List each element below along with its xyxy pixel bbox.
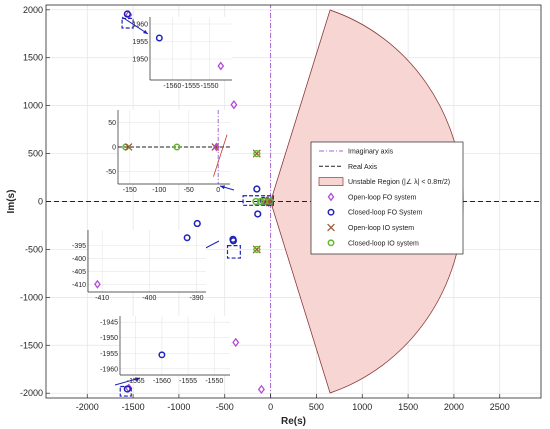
x-tick-label: -500 (216, 402, 234, 412)
y-tick-label: 1500 (23, 53, 43, 63)
zoom-arrowhead (135, 377, 140, 382)
legend-label: Closed-loop FO System (348, 210, 422, 217)
closed-loop-fo-system-point (193, 219, 201, 228)
y-tick-label: -2000 (20, 388, 43, 398)
x-tick-label: -2000 (76, 402, 99, 412)
legend-swatch-region (318, 177, 344, 186)
x-tick-label: 2500 (490, 402, 510, 412)
inset-y-tick-label: 1960 (132, 22, 148, 29)
inset-y-tick-label: 50 (108, 120, 116, 127)
legend-swatch-marker (327, 208, 335, 216)
y-axis-label: Im(s) (6, 190, 17, 214)
legend-box (310, 141, 464, 255)
inset-closed-loop-fo-system-point (155, 34, 163, 42)
y-tick-label: 2000 (23, 5, 43, 15)
closed-loop-fo-system-point (229, 237, 237, 245)
legend-label: Open-loop FO system (348, 194, 417, 201)
zoom-arrowhead (143, 29, 148, 34)
inset-y-tick-label: -395 (72, 243, 86, 250)
zoom-arrowhead (220, 185, 225, 190)
y-tick-label: 0 (38, 197, 43, 207)
inset-x-tick-label: -1560 (163, 83, 181, 90)
inset-y-tick-label: -1955 (100, 351, 118, 358)
zoom-box (242, 195, 274, 206)
legend-label: Real Axis (348, 164, 378, 171)
inset-x-tick-label: -1555 (182, 83, 200, 90)
legend-label: Unstable Region (|∠ λ| < 0.8π/2) (348, 178, 450, 186)
inset-y-tick-label: 1950 (132, 57, 148, 64)
inset-x-tick-label: 0 (216, 187, 220, 194)
inset-x-tick-label: -390 (190, 295, 204, 302)
legend: Imaginary axis Real Axis Unstable Region (… (310, 141, 464, 255)
x-tick-label: -1500 (122, 402, 145, 412)
inset-y-tick-label: -1950 (100, 335, 118, 342)
legend-label: Closed-loop IO system (348, 240, 419, 247)
inset-open-loop-io-system-point (124, 143, 133, 151)
closed-loop-io-system-point (252, 197, 260, 206)
inset-x-tick-label: -50 (184, 187, 194, 194)
closed-loop-fo-system-point (254, 210, 262, 218)
inset-x-tick-label: -410 (95, 295, 109, 302)
y-tick-label: 1000 (23, 101, 43, 111)
x-axis-label: Re(s) (281, 416, 306, 427)
zoom-arrow (121, 16, 149, 35)
x-tick-label: 0 (268, 402, 273, 412)
inset-axes: -410 -400 -390 -395 -400 -405 -410 (72, 230, 206, 302)
legend-label: Open-loop IO system (348, 225, 414, 232)
inset-y-tick-label: 1955 (132, 39, 148, 46)
inset-x-tick-label: -1550 (205, 378, 223, 385)
x-tick-label: 2000 (444, 402, 464, 412)
inset-y-tick-label: 0 (112, 145, 116, 152)
y-tick-label: -1500 (20, 340, 43, 350)
inset-closed-loop-fo-system-point (158, 351, 166, 359)
legend-swatch-marker (327, 192, 335, 202)
y-tick-label: 500 (28, 149, 43, 159)
x-tick-label: 1500 (398, 402, 418, 412)
inset-y-tick-label: -410 (72, 282, 86, 289)
y-tick-label: -500 (25, 244, 43, 254)
zoom-box (121, 17, 134, 29)
x-tick-label: 500 (309, 402, 324, 412)
inset-locus-line (213, 134, 228, 177)
inset-y-tick-label: -50 (106, 169, 116, 176)
legend-swatch-marker (327, 239, 335, 247)
inset-y-tick-label: -1945 (100, 320, 118, 327)
inset-x-tick-label: -1555 (179, 378, 197, 385)
closed-loop-io-system-point (253, 149, 261, 158)
inset-open-loop-fo-system-point (217, 61, 225, 71)
inset-x-tick-label: -400 (142, 295, 156, 302)
inset-x-tick-label: -1560 (153, 378, 171, 385)
legend-swatch-marker (327, 223, 335, 232)
inset-axes: -1560 -1555 -1550 1950 1955 1960 (132, 17, 232, 90)
closed-loop-io-system-point (253, 245, 261, 254)
inset-background (120, 316, 230, 375)
inset-open-loop-fo-system-point (94, 279, 101, 289)
inset-axes: -150 -100 -50 0 -50 0 50 (106, 110, 230, 194)
open-loop-fo-system-point (230, 100, 238, 110)
inset-open-loop-fo-system-point (213, 142, 220, 152)
legend-label: Imaginary axis (348, 149, 394, 156)
closed-loop-fo-system-point (123, 10, 131, 18)
x-tick-label: -1000 (167, 402, 190, 412)
open-loop-fo-system-point (232, 337, 240, 348)
closed-loop-io-system-point (256, 197, 265, 206)
x-tick-label: 1000 (352, 402, 372, 412)
inset-y-tick-label: -1960 (100, 366, 118, 373)
inset-y-tick-label: -400 (72, 256, 86, 263)
inset-y-tick-label: -405 (72, 269, 86, 276)
inset-closed-loop-fo-system-point (183, 234, 191, 242)
closed-loop-fo-system-point (253, 185, 261, 193)
inset-x-tick-label: -1565 (127, 378, 145, 385)
y-tick-label: -1000 (20, 292, 43, 302)
open-loop-fo-system-point (257, 384, 265, 395)
inset-x-tick-label: -100 (152, 187, 166, 194)
zoom-box (119, 385, 132, 397)
inset-closed-loop-io-system-point (173, 143, 181, 151)
inset-background (88, 230, 206, 292)
inset-x-tick-label: -1550 (201, 83, 219, 90)
inset-axes: -1565 -1560 -1555 -1550 -1945 -1950 -1955 -1960 (100, 316, 230, 385)
zoom-box (226, 244, 241, 259)
inset-x-tick-label: -150 (123, 187, 137, 194)
